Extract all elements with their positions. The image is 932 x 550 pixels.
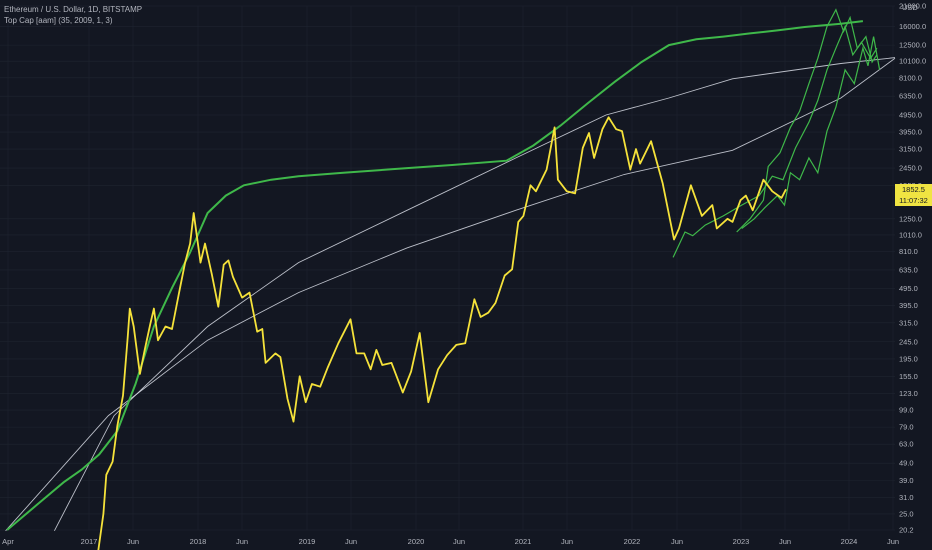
y-tick-label: 395.0: [899, 301, 918, 310]
legend: Ethereum / U.S. Dollar, 1D, BITSTAMP Top…: [4, 4, 142, 26]
y-tick-label: 99.0: [899, 406, 914, 415]
y-tick-label: 21000.0: [899, 2, 926, 11]
symbol-title[interactable]: Ethereum / U.S. Dollar, 1D, BITSTAMP: [4, 5, 143, 14]
y-tick-label: 2450.0: [899, 164, 922, 173]
y-tick-label: 20.2: [899, 526, 914, 535]
projection-line: [672, 24, 878, 258]
y-tick-label: 155.0: [899, 372, 918, 381]
y-tick-label: 39.0: [899, 476, 914, 485]
x-tick-label: 2019: [299, 537, 316, 546]
y-tick-label: 79.0: [899, 423, 914, 432]
y-tick-label: 635.0: [899, 265, 918, 274]
y-tick-label: 8100.0: [899, 73, 922, 82]
x-tick-label: Jun: [453, 537, 465, 546]
x-tick-label: Jun: [887, 537, 899, 546]
currency-label: USD: [902, 3, 918, 12]
last-price-tag: 1852.5 11:07:32: [895, 184, 932, 207]
x-tick-label: Jun: [561, 537, 573, 546]
x-tick-label: 2020: [408, 537, 425, 546]
projection-line: [741, 36, 881, 229]
series-layer: [6, 8, 881, 550]
x-tick-label: 2018: [190, 537, 207, 546]
y-tick-label: 3150.0: [899, 145, 922, 154]
y-tick-label: 1250.0: [899, 214, 922, 223]
upper-band-curve: [54, 57, 896, 532]
y-tick-label: 3950.0: [899, 128, 922, 137]
y-tick-label: 12500.0: [899, 41, 926, 50]
x-tick-label: Jun: [345, 537, 357, 546]
indicator-title[interactable]: Top Cap [aam] (35, 2009, 1, 3): [4, 16, 113, 25]
y-tick-label: 123.0: [899, 389, 918, 398]
band-curves: [5, 57, 896, 532]
x-tick-label: 2022: [624, 537, 641, 546]
x-tick-label: Jun: [127, 537, 139, 546]
y-tick-label: 31.0: [899, 493, 914, 502]
x-tick-label: Jun: [671, 537, 683, 546]
x-tick-label: Jun: [779, 537, 791, 546]
y-tick-label: 4950.0: [899, 111, 922, 120]
y-tick-label: 315.0: [899, 318, 918, 327]
x-tick-label: 2021: [515, 537, 532, 546]
top-cap-line: [6, 20, 864, 531]
y-tick-label: 25.0: [899, 509, 914, 518]
x-tick-label: Jun: [236, 537, 248, 546]
last-price: 1852.5: [902, 185, 925, 195]
y-tick-label: 495.0: [899, 284, 918, 293]
x-tick-label: 2024: [841, 537, 858, 546]
x-tick-label: 2023: [733, 537, 750, 546]
y-tick-label: 6350.0: [899, 92, 922, 101]
lower-band-curve: [5, 57, 896, 532]
y-tick-label: 195.0: [899, 354, 918, 363]
y-tick-label: 49.0: [899, 459, 914, 468]
bar-countdown: 11:07:32: [899, 196, 928, 206]
time-axis[interactable]: Apr 2017 Jun 2018 Jun 2019 Jun 2020 Jun 2021 Jun 20…: [2, 537, 899, 546]
x-tick-label: Apr: [2, 537, 14, 546]
y-tick-label: 16000.0: [899, 22, 926, 31]
price-line: [97, 116, 787, 550]
x-tick-label: 2017: [81, 537, 98, 546]
y-tick-label: 1010.0: [899, 230, 922, 239]
y-tick-label: 245.0: [899, 337, 918, 346]
y-tick-label: 10100.0: [899, 57, 926, 66]
projection-line: [736, 8, 878, 233]
y-tick-label: 810.0: [899, 247, 918, 256]
y-tick-label: 63.0: [899, 440, 914, 449]
grid: [0, 5, 895, 531]
